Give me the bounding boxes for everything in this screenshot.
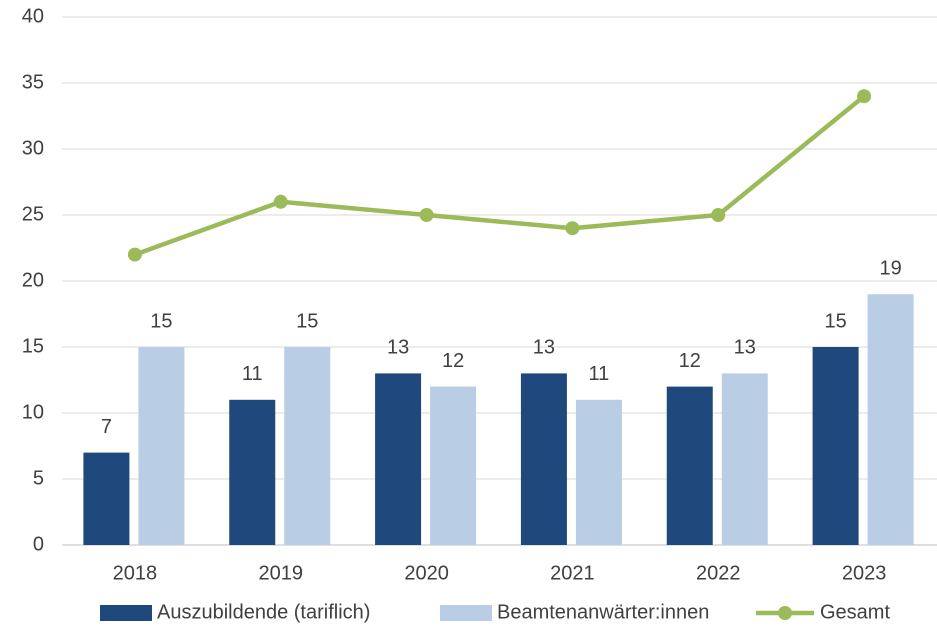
y-tick-label: 10 [22,401,44,423]
x-tick-label: 2020 [404,562,449,584]
bar [83,452,130,545]
line-marker [419,208,434,222]
bar [666,386,713,545]
x-tick-label: 2018 [113,562,158,584]
data-label: 13 [533,337,555,359]
data-label: 11 [242,363,263,385]
legend-swatch [440,605,492,621]
data-label: 13 [387,337,409,359]
data-label: 12 [442,350,464,372]
line-marker [127,247,142,262]
data-label: 19 [879,257,901,279]
bar [867,294,914,545]
data-label: 15 [296,310,318,332]
data-label: 15 [150,310,172,332]
data-label: 12 [679,350,701,372]
y-tick-label: 15 [22,335,44,357]
bar [520,373,567,545]
bar [721,373,768,545]
y-tick-label: 40 [22,5,44,27]
y-tick-label: 20 [22,269,44,291]
legend-label: Gesamt [820,601,890,623]
legend-label: Auszubildende (tariflich) [157,601,370,623]
y-tick-label: 35 [22,71,44,93]
y-tick-label: 25 [22,203,44,225]
legend-label: Beamtenanwärter:innen [497,601,709,623]
line [134,94,866,257]
data-label: 15 [824,310,846,332]
line-marker [565,221,580,236]
legend-swatch [778,606,792,620]
bar [138,347,185,545]
bar [575,399,622,545]
bar [284,347,331,545]
x-tick-label: 2019 [259,562,304,584]
x-tick-label: 2021 [550,562,595,584]
y-tick-label: 0 [33,533,44,555]
y-tick-label: 5 [33,467,44,489]
line-marker [273,194,288,209]
line-marker [711,208,726,222]
bar [375,373,422,545]
line-marker [857,89,872,104]
x-tick-label: 2022 [696,562,741,584]
legend-swatch [100,605,152,621]
data-label: 11 [589,363,610,385]
data-label: 13 [734,337,756,359]
data-label: 7 [101,416,112,438]
bar [812,347,859,545]
y-tick-label: 30 [22,137,44,159]
x-tick-label: 2023 [842,562,887,584]
bar [430,386,477,545]
bar [229,399,276,545]
